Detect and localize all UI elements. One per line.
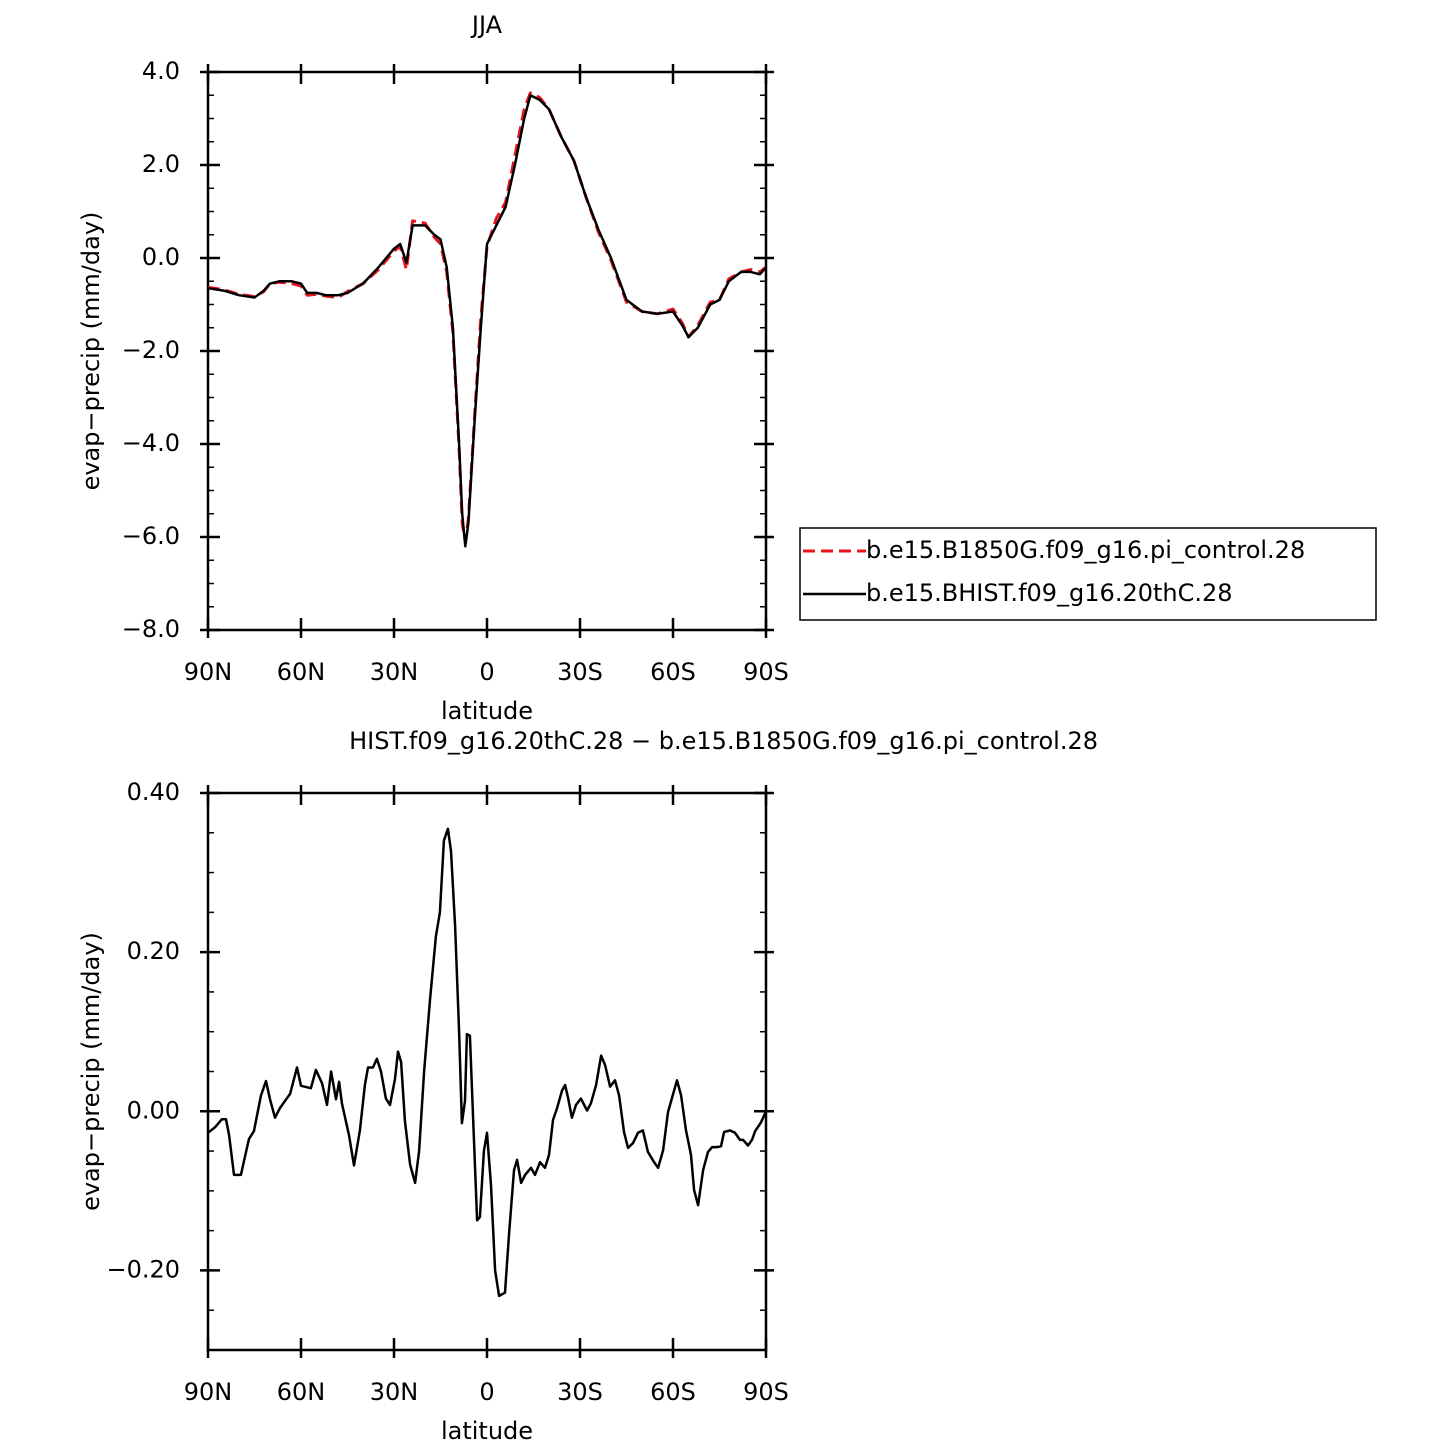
y-tick-label: 0.0: [142, 243, 180, 271]
x-axis-label: latitude: [441, 1417, 533, 1445]
y-tick-label: 0.00: [127, 1096, 180, 1124]
y-tick-label: 4.0: [142, 57, 180, 85]
x-tick-label: 60N: [277, 1378, 326, 1406]
chart-title: HIST.f09_g16.20thC.28 − b.e15.B1850G.f09…: [349, 727, 1098, 755]
legend-box: [799, 527, 1377, 621]
y-tick-label: 2.0: [142, 150, 180, 178]
x-tick-label: 30S: [557, 1378, 603, 1406]
plot-frame: [206, 70, 768, 632]
x-tick-label: 90S: [743, 658, 789, 686]
y-tick-label: 0.40: [127, 778, 180, 806]
legend-label: b.e15.B1850G.f09_g16.pi_control.28: [866, 536, 1305, 564]
legend-label: b.e15.BHIST.f09_g16.20thC.28: [866, 579, 1233, 607]
x-tick-label: 0: [479, 1378, 494, 1406]
y-axis-label: evap−precip (mm/day): [77, 932, 105, 1211]
x-tick-label: 60N: [277, 658, 326, 686]
y-tick-label: −0.20: [106, 1255, 180, 1283]
data-line: [207, 91, 767, 544]
x-tick-label: 30N: [370, 1378, 419, 1406]
data-line: [207, 827, 768, 1298]
y-tick-label: −4.0: [122, 429, 180, 457]
y-tick-label: −6.0: [122, 522, 180, 550]
y-tick-label: −2.0: [122, 336, 180, 364]
x-tick-label: 90S: [743, 1378, 789, 1406]
x-tick-label: 90N: [184, 658, 233, 686]
x-tick-label: 0: [479, 658, 494, 686]
chart-title: JJA: [470, 11, 503, 39]
y-axis-label: evap−precip (mm/day): [77, 212, 105, 491]
x-tick-label: 60S: [650, 1378, 696, 1406]
plot-frame: [206, 791, 768, 1352]
y-tick-label: −8.0: [122, 615, 180, 643]
x-tick-label: 60S: [650, 658, 696, 686]
y-tick-label: 0.20: [127, 937, 180, 965]
x-axis-label: latitude: [441, 697, 533, 725]
x-tick-label: 30S: [557, 658, 603, 686]
x-tick-label: 90N: [184, 1378, 233, 1406]
x-tick-label: 30N: [370, 658, 419, 686]
data-line: [207, 94, 767, 548]
